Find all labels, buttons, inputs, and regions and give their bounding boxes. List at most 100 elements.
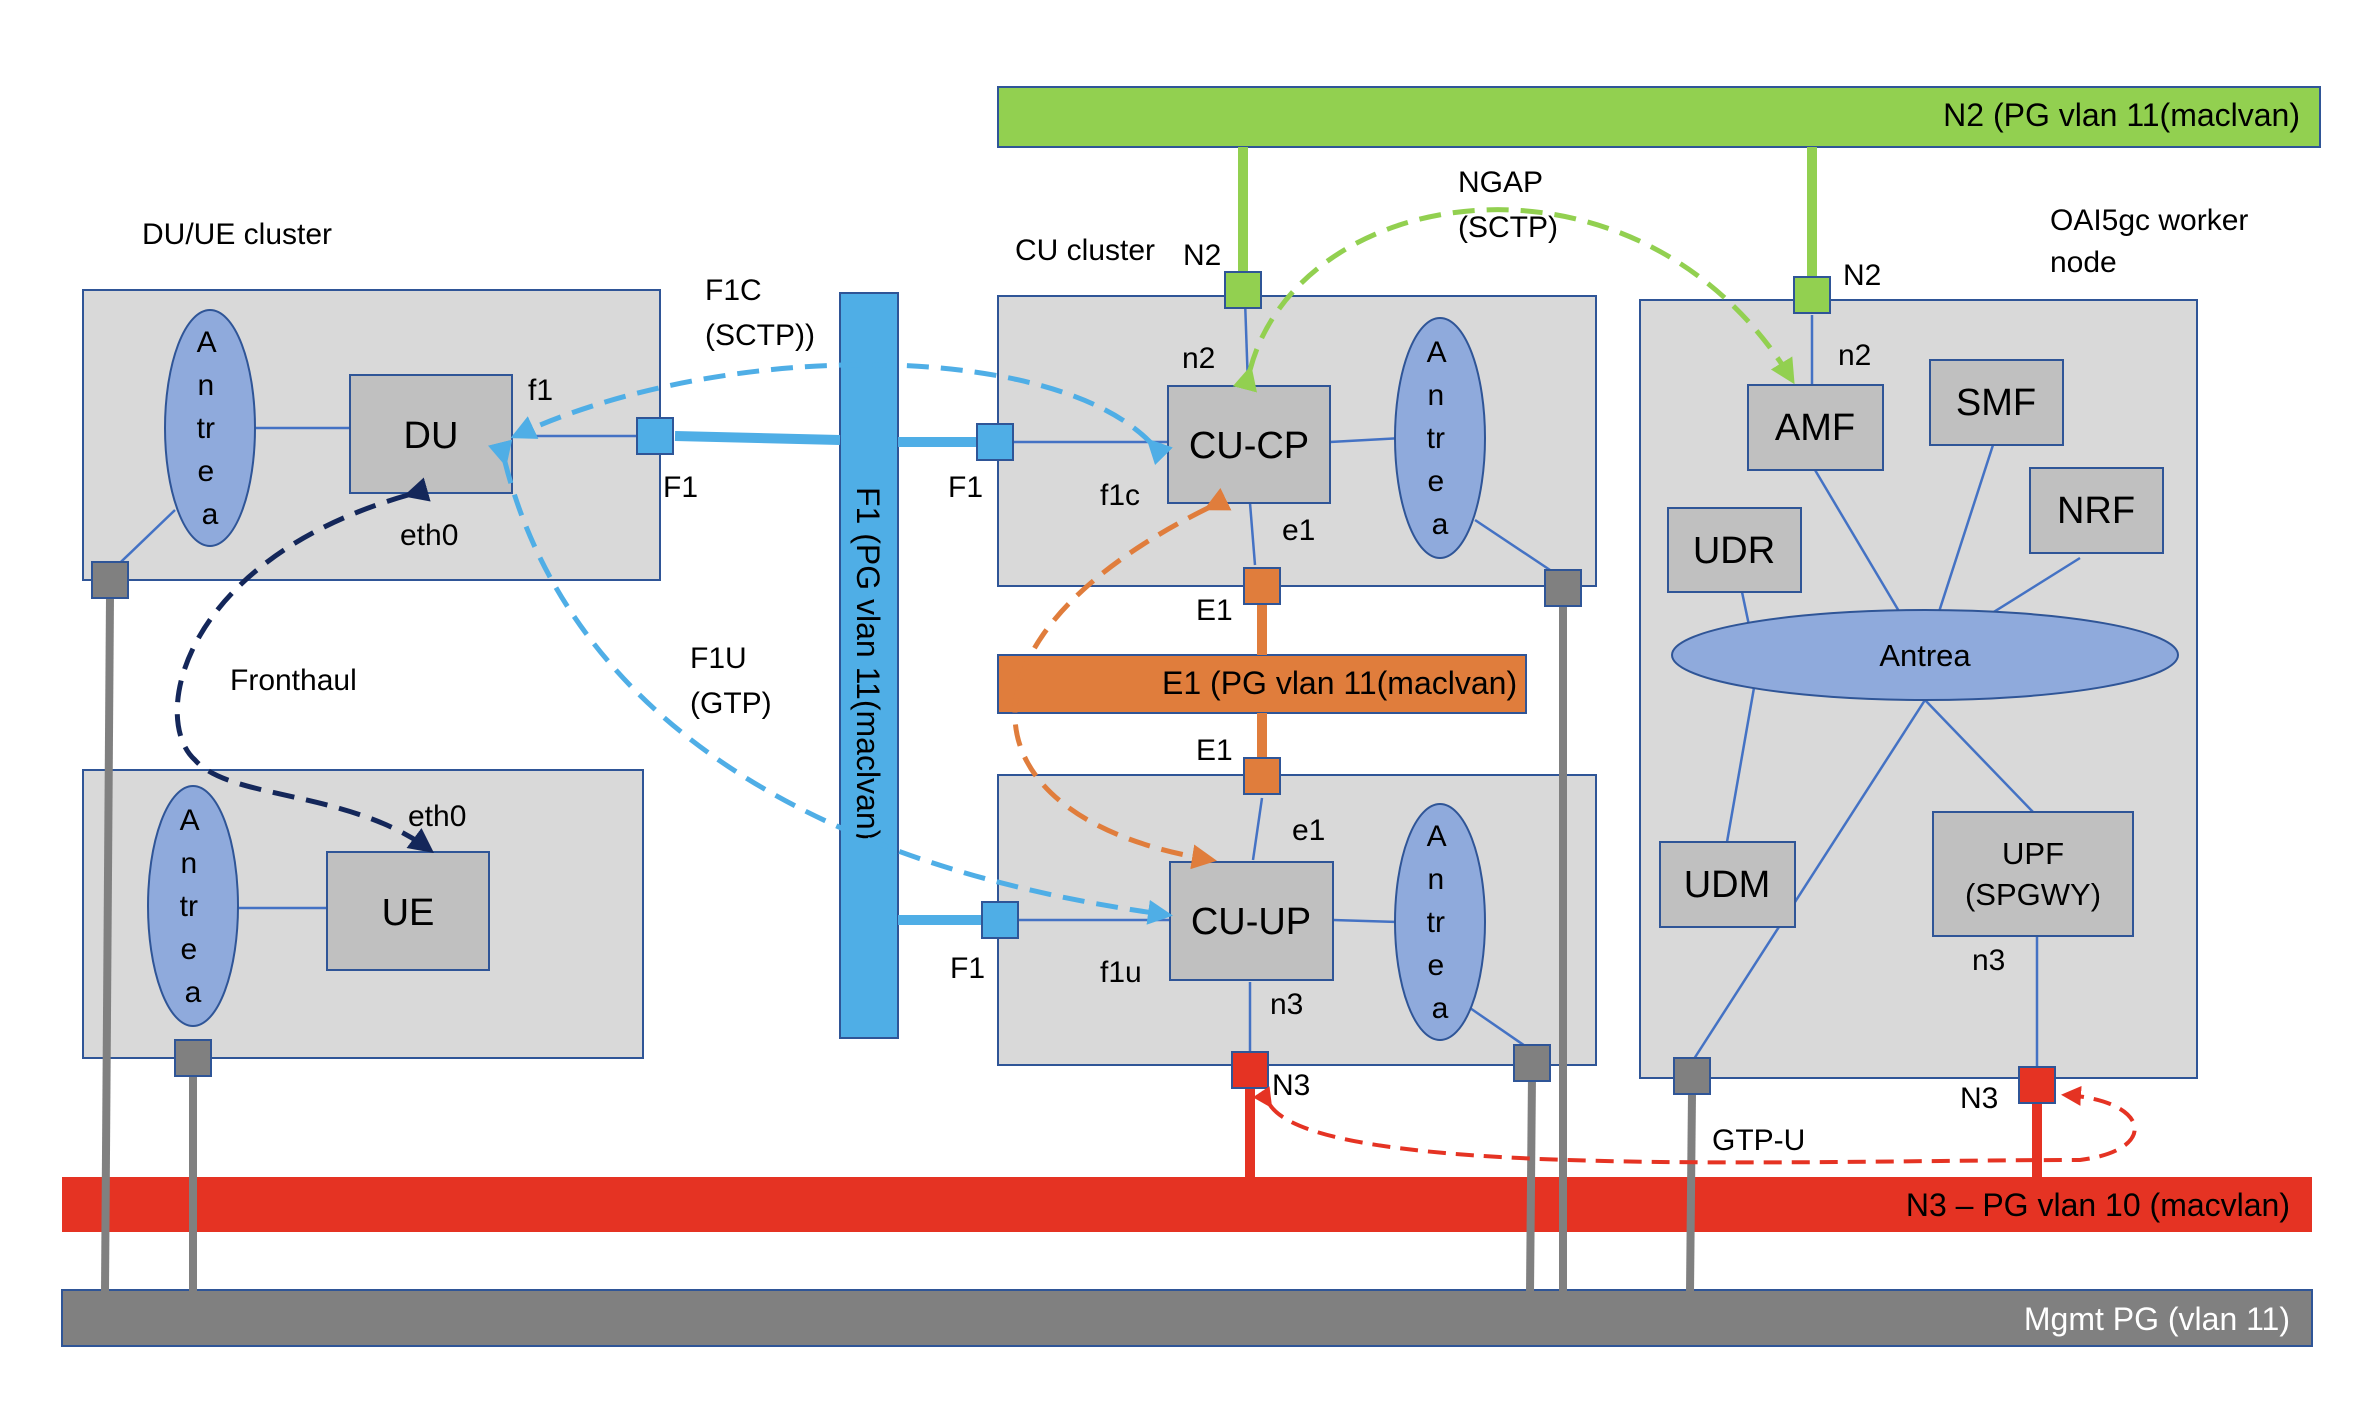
antrea-du: A n tr e a [164, 309, 256, 547]
label-e1-cucp: e1 [1282, 514, 1315, 547]
label-N3-cuup: N3 [1272, 1069, 1310, 1102]
antrea-cuup-letter: e [1427, 949, 1444, 982]
antrea-du-letter: a [202, 498, 219, 531]
antrea-cucp-letter: A [1427, 336, 1447, 369]
port-f1-du [636, 417, 674, 455]
cu-cluster-title: CU cluster [1015, 234, 1155, 267]
f1u-flow-arrow [487, 439, 1173, 925]
antrea-ue-letter: a [185, 976, 202, 1009]
f1c-flow-arrow [510, 362, 1173, 466]
antrea-du-letter: n [197, 369, 214, 402]
antrea-cucp-letter: e [1427, 465, 1444, 498]
label-fronthaul-flow: Fronthaul [230, 664, 357, 697]
antrea-5gc: Antrea [1671, 609, 2179, 701]
port-mgmt-ue [174, 1039, 212, 1077]
label-N2-cucp: N2 [1183, 239, 1221, 272]
label-F1-cucp: F1 [948, 471, 983, 504]
antrea-ue-letter: A [180, 804, 200, 837]
port-mgmt-5gc [1673, 1057, 1711, 1095]
port-mgmt-du [91, 561, 129, 599]
udm-label: UDM [1684, 864, 1771, 906]
port-n2-cucp [1224, 271, 1262, 309]
antrea-cuup: A n tr e a [1394, 803, 1486, 1041]
udm-node: UDM [1659, 841, 1796, 928]
label-E1-bottom: E1 [1196, 734, 1233, 767]
port-mgmt-cuup [1513, 1044, 1551, 1082]
label-F1-cuup: F1 [950, 952, 985, 985]
label-n3-cuup: n3 [1270, 988, 1303, 1021]
cuup-label: CU-UP [1191, 901, 1311, 943]
upf-label: UPF [2002, 836, 2064, 871]
label-f1c-flow-protocol: (SCTP)) [705, 319, 815, 352]
antrea-cucp-letter: tr [1427, 422, 1445, 455]
upf-node: UPF (SPGWY) [1932, 811, 2134, 937]
label-f1c: f1c [1100, 479, 1140, 512]
svg-text:A n tr e: A n tr e a [180, 804, 207, 1009]
label-ngap-flow-protocol: (SCTP) [1458, 211, 1558, 244]
e1-bus-label: E1 (PG vlan 11(maclvan) [1162, 665, 1517, 701]
antrea-cuup-letter: n [1427, 863, 1444, 896]
smf-node: SMF [1929, 359, 2064, 446]
nrf-node: NRF [2029, 467, 2164, 554]
svg-text:A n tr e: A n tr e a [197, 326, 224, 531]
ngap-flow-arrow [1232, 207, 1795, 393]
du-label: DU [404, 415, 459, 457]
label-e1-cuup: e1 [1292, 814, 1325, 847]
smf-label: SMF [1956, 382, 2036, 424]
port-n3-cuup [1231, 1051, 1269, 1089]
interface-labels: f1 F1 eth0 eth0 F1 f1c n2 N2 e1 E1 E1 e1… [400, 239, 2005, 1115]
antrea-cucp: A n tr e a [1394, 317, 1486, 559]
label-E1-top: E1 [1196, 594, 1233, 627]
antrea-ue-letter: e [180, 933, 197, 966]
antrea-cucp-letter: a [1432, 508, 1449, 541]
port-e1-cuup [1243, 757, 1281, 795]
gtpu-flow-arrow [1252, 1085, 2137, 1165]
nrf-label: NRF [2057, 490, 2135, 532]
mgmt-links [101, 595, 1696, 1293]
port-n3-upf [2018, 1066, 2056, 1104]
fronthaul-flow-arrow [174, 477, 435, 853]
n2-bus [997, 86, 2321, 148]
ue-label: UE [382, 892, 435, 934]
antrea-ue-letter: n [180, 847, 197, 880]
antrea-cuup-letter: a [1432, 992, 1449, 1025]
label-N3-upf: N3 [1960, 1082, 1998, 1115]
label-n3-upf: n3 [1972, 944, 2005, 977]
flow-labels: F1C (SCTP)) F1U (GTP) NGAP (SCTP) Fronth… [230, 166, 1805, 1157]
du-ue-cluster-title: DU/UE cluster [142, 218, 332, 251]
f1-bus-label: F1 (PG vlan 11(maclvan) [850, 487, 886, 840]
label-f1-du: f1 [528, 374, 553, 407]
port-e1-cucp [1243, 567, 1281, 605]
antrea-cuup-letter: A [1427, 820, 1447, 853]
label-n2-amf: n2 [1838, 339, 1871, 372]
udr-label: UDR [1693, 530, 1775, 572]
antrea-du-letter: A [197, 326, 217, 359]
n3-bus-label: N3 – PG vlan 10 (macvlan) [1906, 1187, 2290, 1223]
upf-sublabel: (SPGWY) [1965, 877, 2101, 912]
cucp-label: CU-CP [1189, 425, 1309, 467]
port-f1-cuup [981, 901, 1019, 939]
svg-text:A n tr e: A n tr e a [1427, 820, 1454, 1025]
port-mgmt-cucp [1544, 569, 1582, 607]
du-node: DU [349, 374, 513, 494]
mgmt-bus-label: Mgmt PG (vlan 11) [2024, 1301, 2290, 1337]
antrea-cucp-letter: n [1427, 379, 1444, 412]
label-eth0-ue: eth0 [408, 800, 466, 833]
f1-link-du [674, 431, 841, 445]
label-N2-amf: N2 [1843, 259, 1881, 292]
label-n2-cucp: n2 [1182, 342, 1215, 375]
label-gtpu-flow: GTP-U [1712, 1124, 1805, 1157]
antrea-du-letter: tr [197, 412, 215, 445]
e1-flow-arrow [1012, 487, 1232, 870]
amf-label: AMF [1775, 407, 1855, 449]
label-f1u-flow: F1U [690, 642, 747, 675]
antrea-ue-letter: tr [180, 890, 198, 923]
oai5gc-cluster-title: OAI5gc worker node [2050, 204, 2249, 279]
label-ngap-flow: NGAP [1458, 166, 1543, 199]
port-f1-cucp [976, 423, 1014, 461]
mgmt-bus [61, 1289, 2313, 1347]
label-f1u-flow-protocol: (GTP) [690, 687, 772, 720]
label-eth0-du: eth0 [400, 519, 458, 552]
antrea-du-letter: e [197, 455, 214, 488]
